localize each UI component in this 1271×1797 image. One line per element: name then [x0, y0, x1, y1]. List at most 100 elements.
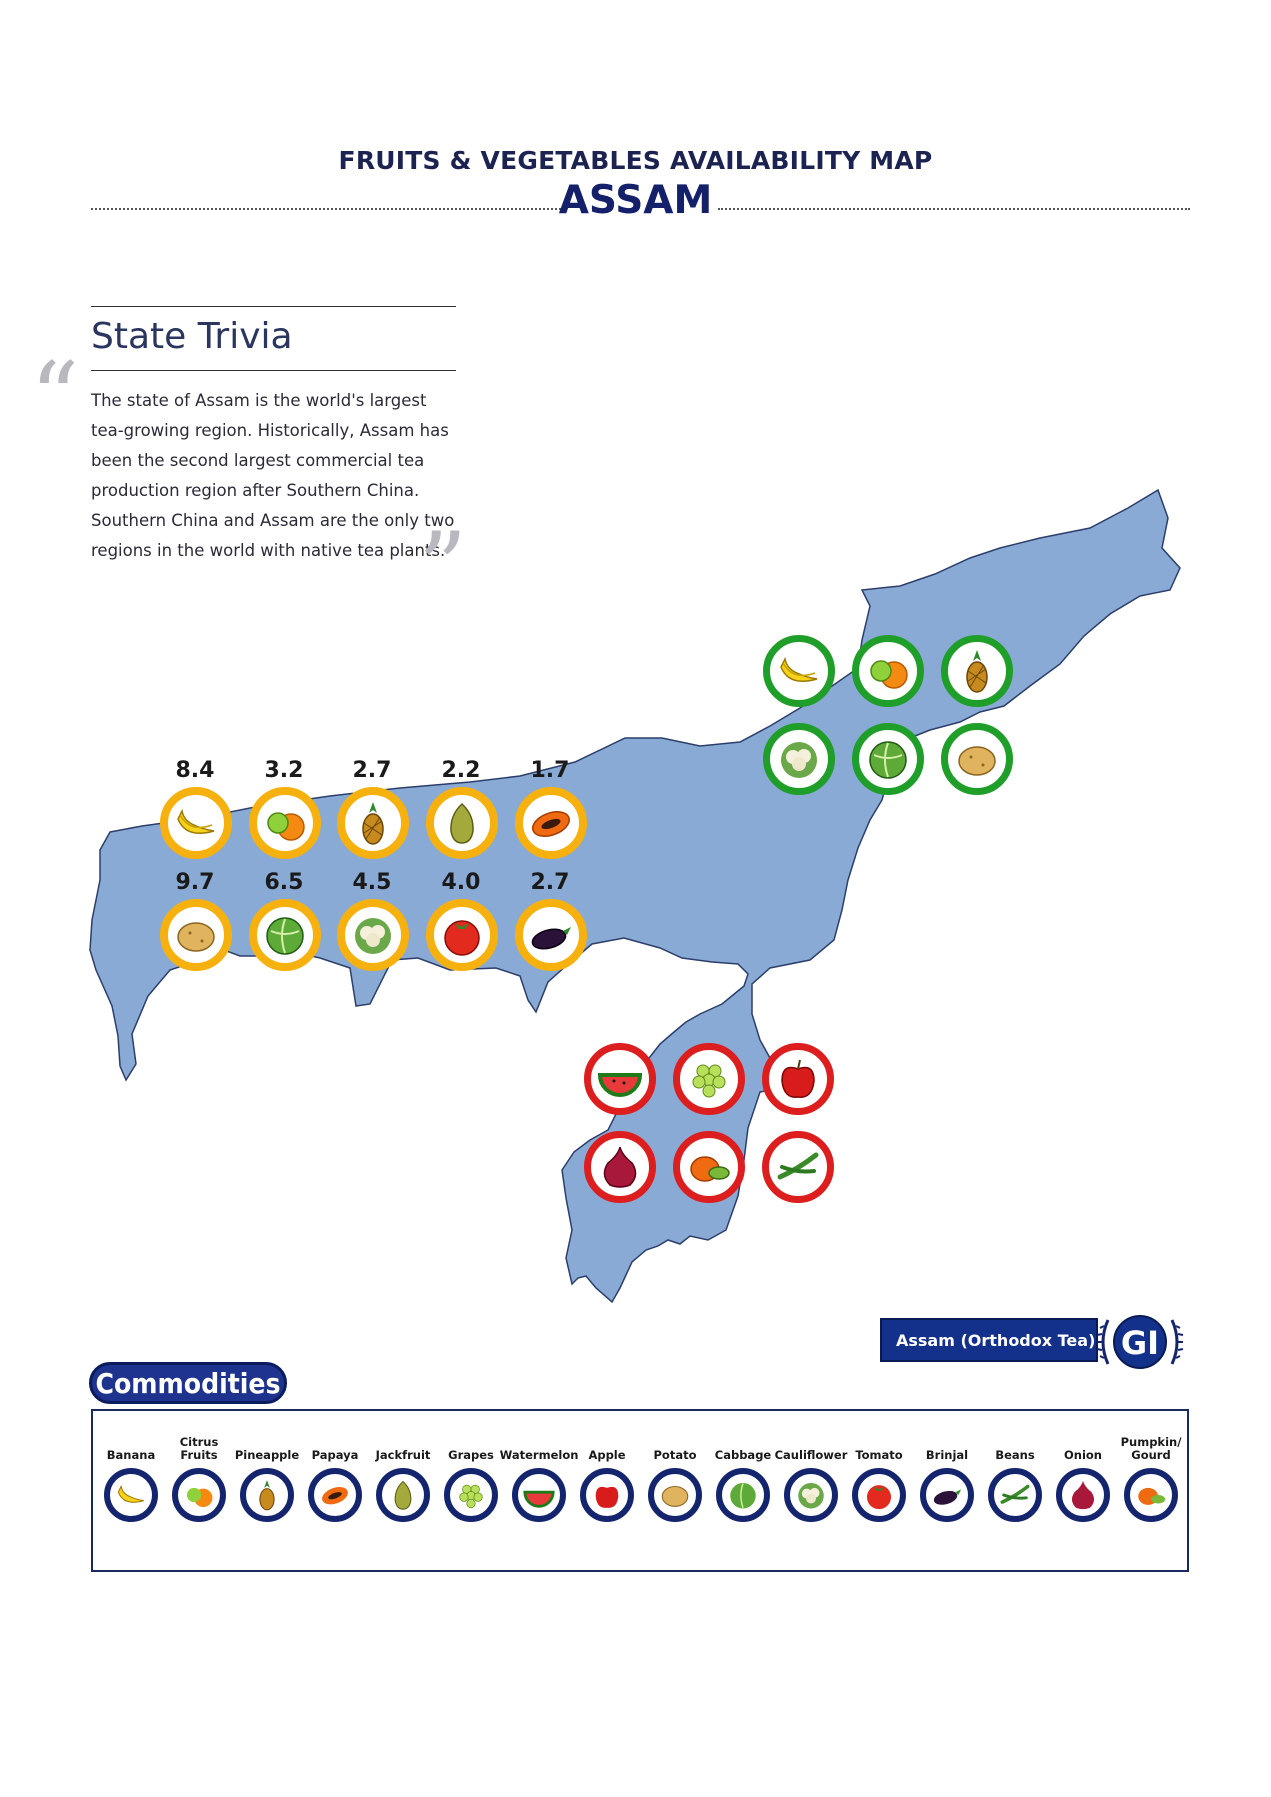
open-quote-icon: “	[30, 342, 80, 454]
cauliflower-marker	[337, 899, 409, 971]
potato-marker	[160, 899, 232, 971]
red-beans-marker	[762, 1131, 834, 1203]
brinjal-icon	[531, 927, 571, 950]
value-label: 6.5	[264, 870, 304, 895]
value-label: 2.7	[530, 870, 570, 895]
legend-item-cabbage: Cabbage	[710, 1434, 776, 1522]
legend-label: Potato	[653, 1448, 697, 1462]
trivia-line: regions in the world with native tea pla…	[91, 541, 446, 560]
legend-label: Tomato	[855, 1448, 903, 1462]
green-banana-marker	[763, 635, 835, 707]
cabbage-icon	[869, 741, 907, 779]
cauliflower-icon	[355, 918, 391, 954]
legend-item-pumpkin: Pumpkin/ Gourd	[1118, 1434, 1184, 1522]
legend-item-beans: Beans	[982, 1434, 1048, 1522]
banana-icon	[177, 808, 215, 834]
onion-icon	[603, 1146, 637, 1188]
watermelon-icon	[597, 1073, 643, 1097]
legend-item-papaya: Papaya	[302, 1434, 368, 1522]
trivia-line: Southern China and Assam are the only tw…	[91, 511, 455, 530]
apple-icon	[781, 1059, 815, 1098]
legend-label: Onion	[1064, 1448, 1102, 1462]
onion-icon	[1071, 1480, 1095, 1510]
citrus-icon	[186, 1487, 213, 1508]
papaya-icon	[532, 811, 570, 837]
banana-icon	[117, 1484, 144, 1503]
gi-emblem-icon: GI	[1096, 1315, 1184, 1369]
legend-label: Watermelon	[499, 1448, 579, 1462]
red-watermelon-marker	[584, 1043, 656, 1115]
value-label: 2.2	[441, 758, 481, 783]
potato-icon	[661, 1485, 689, 1507]
trivia-line: production region after Southern China.	[91, 481, 420, 500]
pineapple-icon	[259, 1480, 275, 1511]
page-title: FRUITS & VEGETABLES AVAILABILITY MAP	[338, 146, 933, 175]
legend-label: Banana	[106, 1448, 156, 1462]
jackfruit-icon	[450, 802, 474, 844]
pineapple-marker	[337, 787, 409, 859]
potato-icon	[177, 922, 215, 952]
citrus-marker	[249, 787, 321, 859]
jackfruit-marker	[426, 787, 498, 859]
pumpkin-icon	[690, 1156, 730, 1182]
value-label: 2.7	[352, 758, 392, 783]
cauliflower-icon	[798, 1482, 824, 1509]
value-label: 4.0	[441, 870, 481, 895]
brinjal-icon	[933, 1489, 962, 1505]
trivia-text: The state of Assam is the world's larges…	[91, 386, 461, 566]
pineapple-icon	[966, 650, 988, 693]
legend-item-citrus: Citrus Fruits	[166, 1434, 232, 1522]
gi-emblem-text: GI	[1121, 1324, 1159, 1362]
trivia-line: The state of Assam is the world's larges…	[91, 391, 427, 410]
legend-item-apple: Apple	[574, 1434, 640, 1522]
legend-item-tomato: Tomato	[846, 1434, 912, 1522]
commodities-legend	[91, 1409, 1189, 1572]
legend-label: Jackfruit	[375, 1448, 431, 1462]
state-name: ASSAM	[558, 178, 713, 223]
legend-item-banana: Banana	[98, 1434, 164, 1522]
legend-label: Pineapple	[234, 1448, 300, 1462]
trivia-line: been the second largest commercial tea	[91, 451, 425, 470]
tomato-icon	[444, 920, 480, 956]
tomato-marker	[426, 899, 498, 971]
commodities-title: Commodities	[89, 1362, 287, 1404]
value-label: 8.4	[175, 758, 215, 783]
potato-icon	[958, 746, 996, 776]
apple-icon	[595, 1486, 619, 1508]
green-pineapple-marker	[941, 635, 1013, 707]
tomato-icon	[866, 1485, 892, 1510]
beans-icon	[1000, 1484, 1030, 1504]
legend-label: Citrus Fruits	[179, 1435, 219, 1462]
trivia-heading: State Trivia	[91, 316, 293, 357]
trivia-line: tea-growing region. Historically, Assam …	[91, 421, 449, 440]
trivia-rule-top	[91, 306, 456, 307]
trivia-rule-bottom	[91, 370, 456, 371]
legend-label: Apple	[588, 1448, 626, 1462]
legend-label: Papaya	[311, 1448, 359, 1462]
citrus-icon	[267, 812, 305, 841]
title-dotted-rule-left	[91, 208, 561, 210]
legend-item-brinjal: Brinjal	[914, 1434, 980, 1522]
red-onion-marker	[584, 1131, 656, 1203]
legend-label: Brinjal	[925, 1448, 969, 1462]
citrus-icon	[870, 660, 908, 689]
close-quote-icon: ”	[418, 512, 468, 624]
brinjal-marker	[515, 899, 587, 971]
green-citrus-marker	[852, 635, 924, 707]
legend-item-grapes: Grapes	[438, 1434, 504, 1522]
value-label: 3.2	[264, 758, 304, 783]
legend-item-onion: Onion	[1050, 1434, 1116, 1522]
legend-label: Pumpkin/ Gourd	[1120, 1435, 1182, 1462]
red-grapes-marker	[673, 1043, 745, 1115]
red-apple-marker	[762, 1043, 834, 1115]
banana-marker	[160, 787, 232, 859]
grapes-icon	[692, 1064, 726, 1098]
value-label: 4.5	[352, 870, 392, 895]
beans-icon	[777, 1152, 819, 1180]
cabbage-marker	[249, 899, 321, 971]
pumpkin-icon	[1138, 1487, 1166, 1505]
legend-item-watermelon: Watermelon	[499, 1434, 579, 1522]
legend-item-potato: Potato	[642, 1434, 708, 1522]
legend-label: Cauliflower	[774, 1448, 848, 1462]
red-pumpkin-marker	[673, 1131, 745, 1203]
